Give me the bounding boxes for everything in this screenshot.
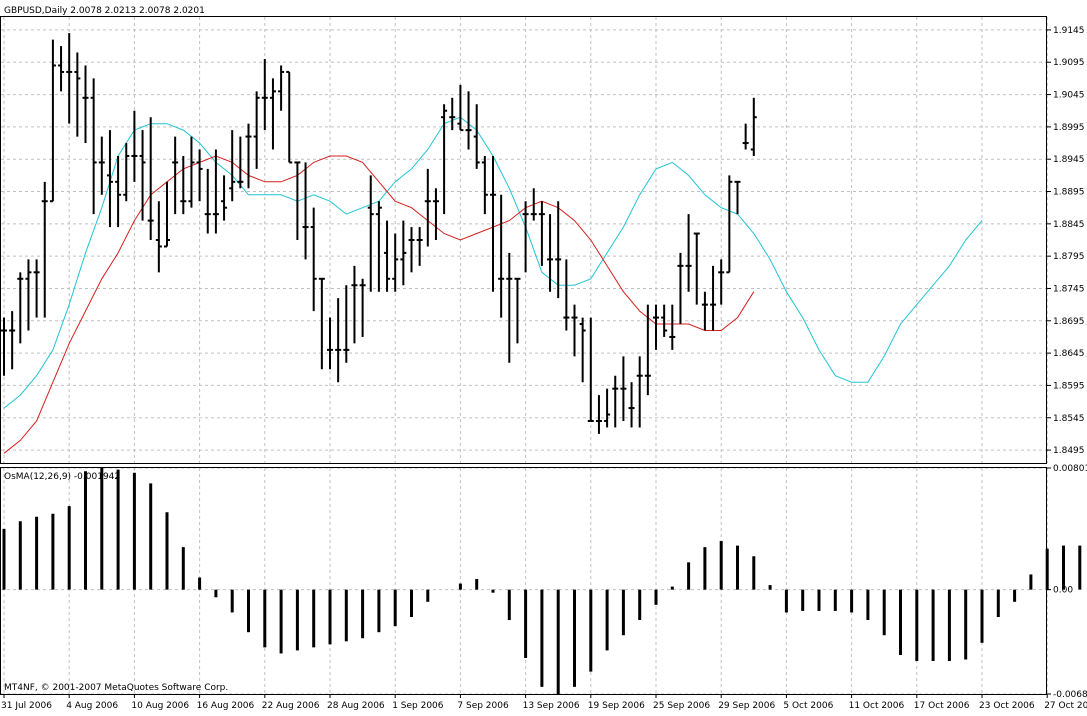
- x-tick-label: 19 Sep 2006: [588, 701, 645, 711]
- x-tick-label: 16 Aug 2006: [197, 701, 255, 711]
- main-y-tick-label: 1.8995: [1053, 123, 1085, 133]
- main-y-tick-label: 1.9145: [1053, 26, 1085, 36]
- x-tick-label: 17 Oct 2006: [914, 701, 970, 711]
- main-y-tick-label: 1.8795: [1053, 252, 1085, 262]
- main-y-tick-label: 1.8695: [1053, 317, 1085, 327]
- x-tick-label: 1 Sep 2006: [392, 701, 444, 711]
- x-tick-label: 23 Oct 2006: [979, 701, 1035, 711]
- main-y-tick-label: 1.9045: [1053, 91, 1085, 101]
- x-tick-label: 13 Sep 2006: [523, 701, 580, 711]
- x-tick-label: 22 Aug 2006: [262, 701, 320, 711]
- x-tick-label: 31 Jul 2006: [1, 701, 52, 711]
- x-tick-label: 27 Oct 2006: [1044, 701, 1087, 711]
- sub-title: OsMA(12,26,9) -0.001942: [4, 472, 120, 482]
- main-y-tick-label: 1.8645: [1053, 349, 1085, 359]
- main-y-tick-label: 1.8845: [1053, 220, 1085, 230]
- x-tick-label: 5 Oct 2006: [783, 701, 833, 711]
- main-y-tick-label: 1.8745: [1053, 284, 1085, 294]
- x-tick-label: 11 Oct 2006: [849, 701, 905, 711]
- sub-y-tick-label: -0.00687: [1053, 690, 1087, 700]
- x-tick-label: 4 Aug 2006: [66, 701, 118, 711]
- sub-y-tick-label: 0.00: [1053, 586, 1073, 596]
- x-tick-label: 10 Aug 2006: [131, 701, 189, 711]
- main-title: GBPUSD,Daily 2.0078 2.0213 2.0078 2.0201: [4, 6, 205, 16]
- x-tick-label: 7 Sep 2006: [457, 701, 509, 711]
- main-y-tick-label: 1.8945: [1053, 155, 1085, 165]
- x-tick-label: 25 Sep 2006: [653, 701, 710, 711]
- x-tick-label: 28 Aug 2006: [327, 701, 385, 711]
- main-y-tick-label: 1.8545: [1053, 414, 1085, 424]
- sub-y-tick-label: 0.00801: [1053, 464, 1087, 474]
- x-tick-label: 29 Sep 2006: [718, 701, 775, 711]
- main-y-tick-label: 1.8895: [1053, 188, 1085, 198]
- footer-copyright: MT4NF, © 2001-2007 MetaQuotes Software C…: [4, 683, 228, 693]
- main-y-tick-label: 1.9095: [1053, 58, 1085, 68]
- main-y-tick-label: 1.8595: [1053, 381, 1085, 391]
- main-y-tick-label: 1.8495: [1053, 446, 1085, 456]
